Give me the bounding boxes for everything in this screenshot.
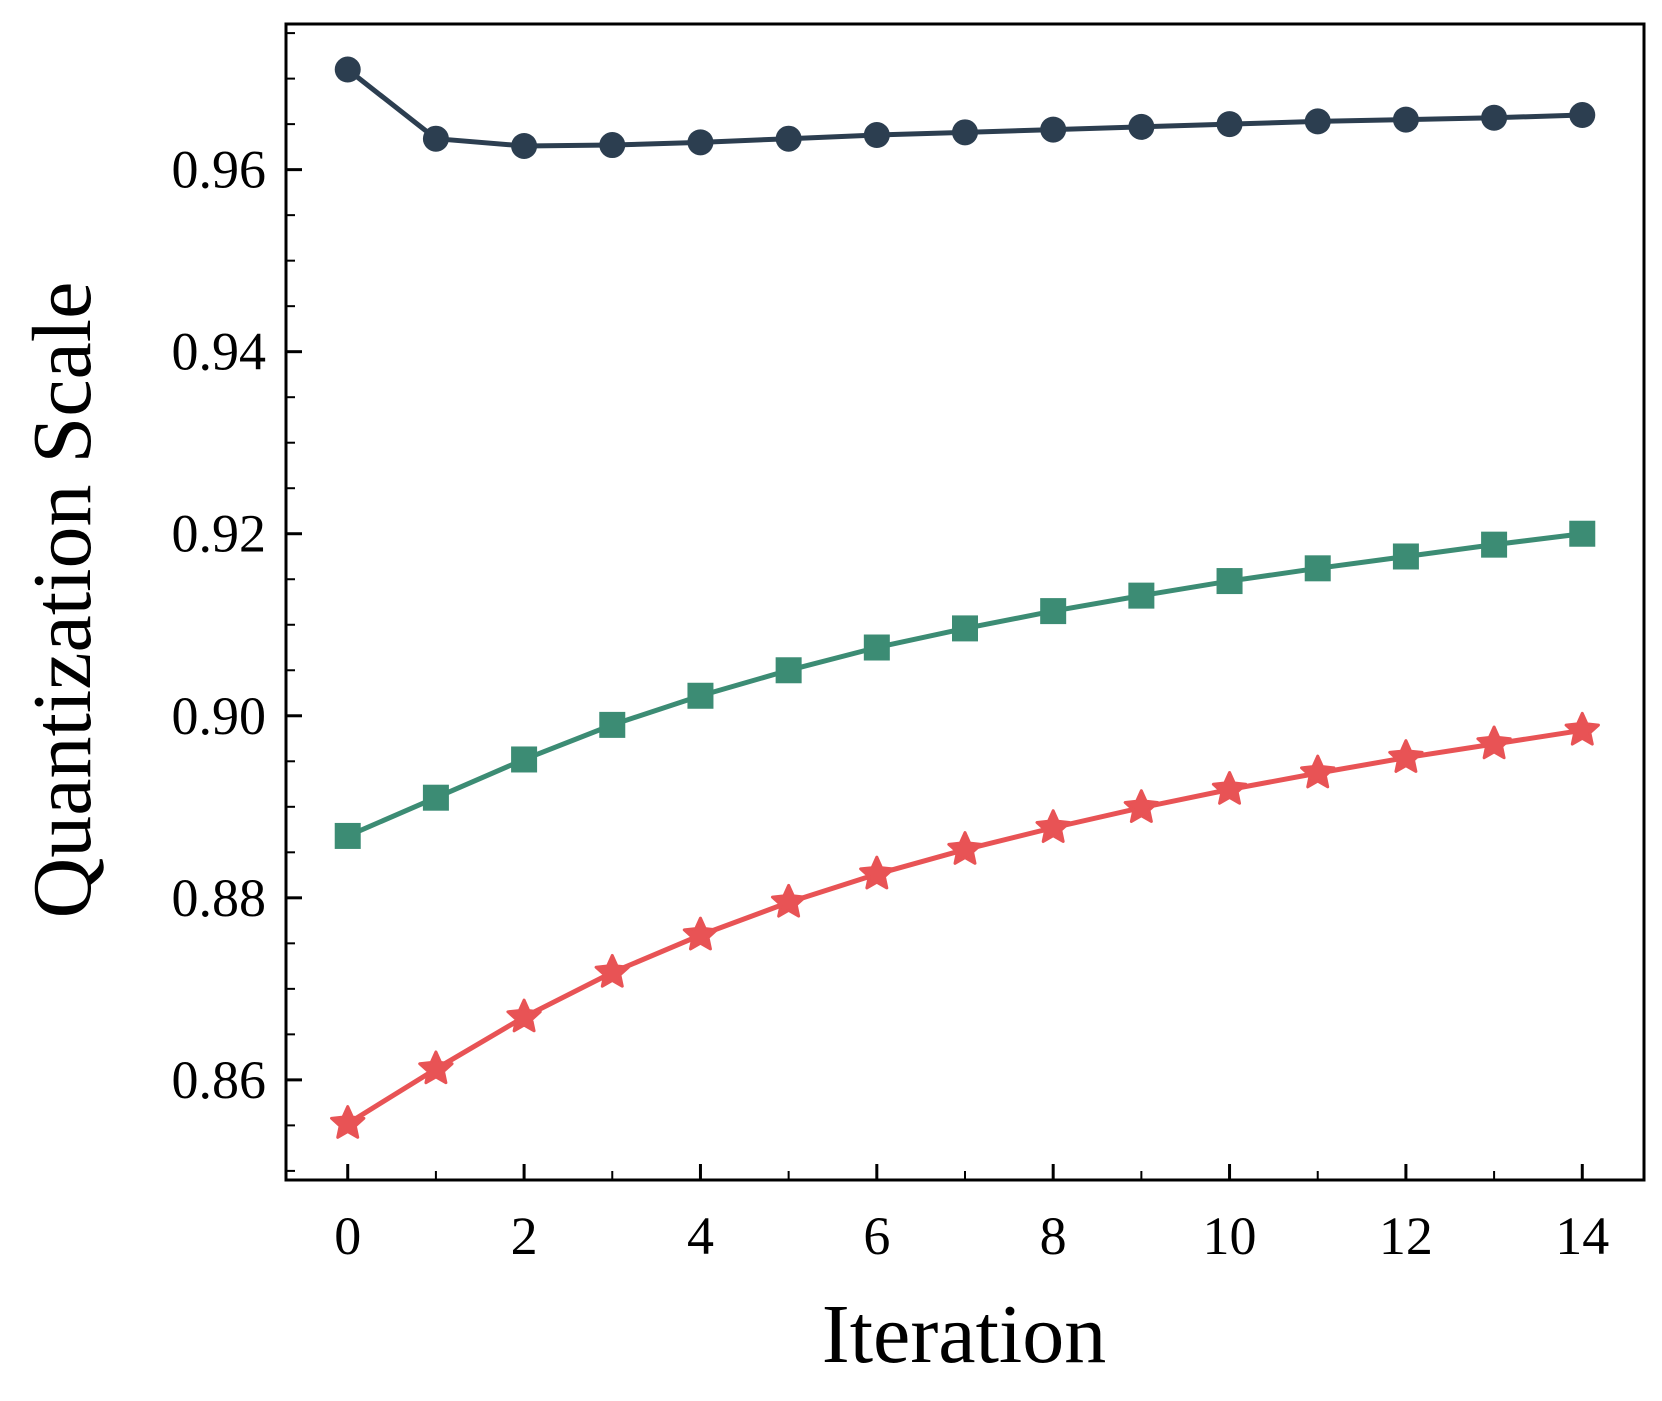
data-point-circle — [422, 125, 449, 152]
y-axis-title: Quantization Scale — [16, 282, 109, 919]
data-point-star — [682, 916, 719, 951]
data-point-star — [1388, 739, 1424, 773]
x-tick-label: 12 — [1379, 1206, 1433, 1266]
data-point-square — [1040, 598, 1067, 625]
data-point-square — [775, 657, 802, 684]
data-point-square — [1569, 520, 1596, 547]
circle-series — [334, 56, 1596, 159]
data-point-square — [1392, 543, 1419, 570]
star-series — [330, 711, 1600, 1139]
series-layer — [330, 56, 1600, 1139]
data-point-circle — [1392, 106, 1419, 133]
data-point-square — [334, 822, 361, 849]
x-tick-label: 6 — [863, 1206, 890, 1266]
data-point-square — [687, 682, 714, 709]
x-tick-label: 4 — [687, 1206, 714, 1266]
data-point-star — [506, 998, 542, 1033]
data-point-star — [330, 1105, 366, 1139]
x-tick-label: 0 — [334, 1206, 361, 1266]
x-axis-title: Iteration — [822, 1288, 1107, 1381]
y-tick-label: 0.86 — [172, 1050, 267, 1110]
data-point-star — [418, 1050, 454, 1085]
data-point-circle — [599, 132, 626, 159]
data-point-circle — [1569, 102, 1596, 129]
x-tick-label: 10 — [1203, 1206, 1257, 1266]
data-point-square — [1304, 555, 1331, 582]
data-point-circle — [1304, 108, 1331, 135]
data-point-circle — [1216, 111, 1243, 138]
y-tick-label: 0.90 — [172, 686, 267, 746]
y-tick-label: 0.94 — [172, 322, 267, 382]
data-point-square — [511, 746, 538, 773]
data-point-square — [1216, 568, 1243, 595]
data-point-circle — [775, 125, 802, 152]
data-point-circle — [1481, 104, 1508, 131]
x-tick-label: 8 — [1040, 1206, 1067, 1266]
data-point-square — [599, 711, 626, 738]
data-point-circle — [952, 119, 978, 146]
y-tick-label: 0.96 — [172, 140, 267, 200]
data-point-star — [594, 953, 630, 988]
x-tick-label: 2 — [511, 1206, 538, 1266]
data-point-circle — [1128, 113, 1155, 140]
data-point-square — [1481, 531, 1508, 558]
data-point-square — [1128, 582, 1155, 609]
data-point-circle — [863, 122, 890, 149]
data-point-star — [770, 883, 807, 918]
data-point-circle — [511, 132, 538, 159]
data-point-square — [863, 634, 890, 661]
data-point-star — [1123, 789, 1160, 823]
data-point-circle — [334, 56, 361, 83]
data-point-circle — [687, 129, 714, 156]
data-point-square — [422, 784, 449, 811]
data-point-star — [1564, 711, 1600, 746]
y-tick-label: 0.88 — [172, 868, 267, 928]
data-point-star — [1476, 725, 1512, 760]
data-point-star — [1300, 754, 1336, 789]
data-point-circle — [1040, 116, 1067, 143]
square-series — [334, 520, 1596, 849]
y-tick-label: 0.92 — [172, 504, 267, 564]
data-point-square — [952, 615, 978, 642]
axes-layer: 0 2 4 6 8 10 12 14 0.86 0.88 0.90 0.92 0.94 0.96 — [172, 22, 1646, 1266]
data-point-star — [947, 831, 983, 865]
data-point-star — [1211, 771, 1248, 805]
data-point-star — [859, 855, 895, 890]
data-point-star — [1035, 809, 1071, 843]
x-tick-label: 14 — [1555, 1206, 1609, 1266]
